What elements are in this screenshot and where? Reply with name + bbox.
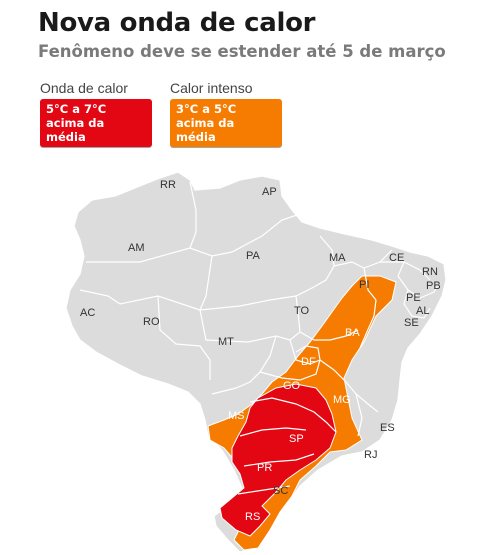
- legend-swatch: 5°C a 7°C acima da média: [40, 99, 152, 147]
- state-label-pi: PI: [359, 279, 369, 291]
- state-label-ma: MA: [329, 252, 346, 264]
- state-label-pr: PR: [257, 462, 272, 474]
- brazil-map: RR AP AM PA MA CE RN PB PI PE AL SE AC R…: [65, 171, 447, 553]
- state-label-rn: RN: [422, 266, 438, 278]
- state-label-ac: AC: [80, 307, 95, 319]
- legend-item-heat-wave: Onda de calor 5°C a 7°C acima da média: [40, 80, 152, 147]
- state-label-ap: AP: [262, 186, 277, 198]
- state-borders: [79, 181, 441, 495]
- state-label-rs: RS: [245, 511, 260, 523]
- state-label-pb: PB: [426, 280, 441, 292]
- page-title: Nova onda de calor: [38, 8, 316, 38]
- state-label-sc: SC: [273, 485, 288, 497]
- state-label-am: AM: [128, 242, 145, 254]
- heat-wave-region: [219, 383, 337, 537]
- page-subtitle: Fenômeno deve se estender até 5 de março: [38, 42, 446, 61]
- state-label-rj: RJ: [364, 449, 377, 461]
- legend-range: 5°C a 7°C: [46, 102, 107, 116]
- state-label-ba: BA: [345, 327, 360, 339]
- state-label-ms: MS: [228, 410, 245, 422]
- state-label-go: GO: [283, 380, 301, 392]
- state-label-al: AL: [416, 305, 429, 317]
- legend-range: 3°C a 5°C: [176, 102, 237, 116]
- state-label-se: SE: [404, 317, 419, 329]
- legend-swatch: 3°C a 5°C acima da média: [170, 99, 282, 147]
- legend-label: Calor intenso: [170, 80, 253, 96]
- legend-item-intense-heat: Calor intenso 3°C a 5°C acima da média: [170, 80, 282, 147]
- legend-description: acima da média: [46, 116, 105, 144]
- state-label-mt: MT: [218, 336, 234, 348]
- state-label-ce: CE: [389, 252, 404, 264]
- state-label-ro: RO: [143, 316, 160, 328]
- state-label-df: DF: [301, 356, 316, 368]
- legend-description: acima da média: [176, 116, 235, 144]
- legend-label: Onda de calor: [40, 80, 128, 96]
- state-label-sp: SP: [289, 433, 304, 445]
- state-label-rr: RR: [160, 179, 176, 191]
- state-label-to: TO: [294, 305, 310, 317]
- state-label-pa: PA: [246, 250, 261, 262]
- state-label-pe: PE: [406, 292, 421, 304]
- brazil-country-shape: [65, 171, 447, 553]
- state-labels: RR AP AM PA MA CE RN PB PI PE AL SE AC R…: [80, 179, 441, 523]
- state-label-es: ES: [380, 422, 395, 434]
- state-label-mg: MG: [333, 394, 351, 406]
